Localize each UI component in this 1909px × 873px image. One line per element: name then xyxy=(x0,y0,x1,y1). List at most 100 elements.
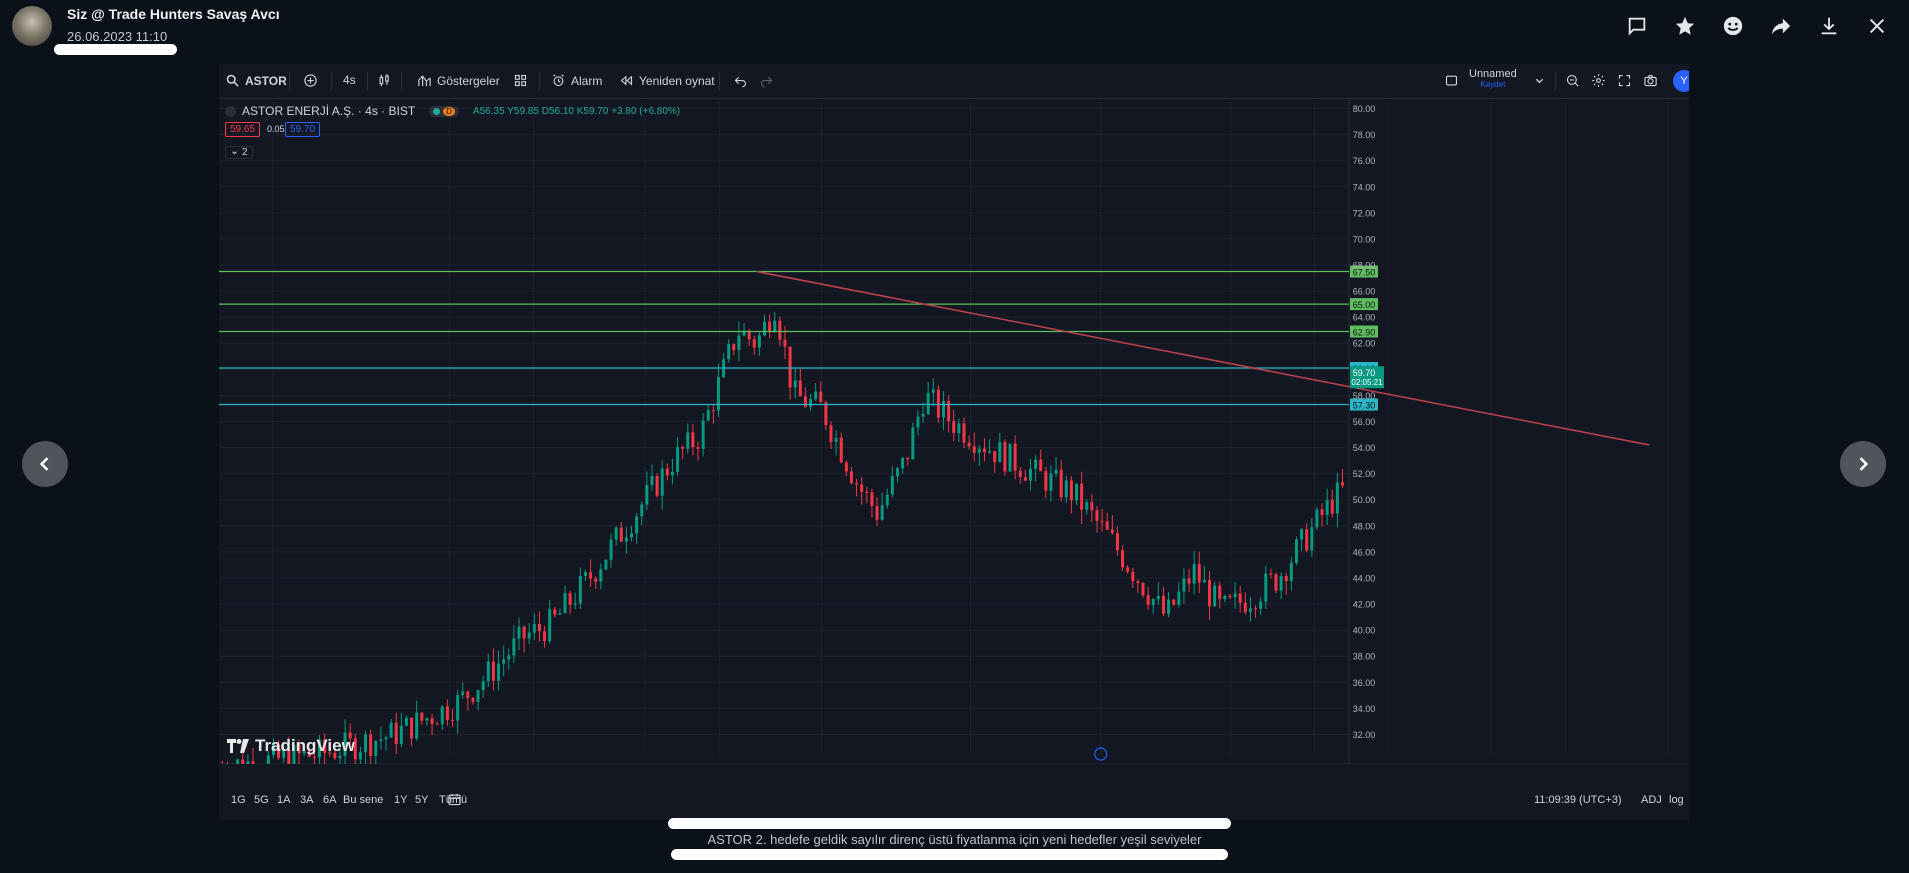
candle-body xyxy=(865,491,869,493)
candle-body xyxy=(583,572,587,577)
candle-body xyxy=(348,732,352,739)
y-tick-label: 34.00 xyxy=(1353,704,1376,714)
replay-button[interactable]: Yeniden oynat xyxy=(619,73,715,88)
candle-body xyxy=(481,681,485,691)
redo-button[interactable] xyxy=(759,73,774,88)
candle-body xyxy=(445,706,449,720)
grid-icon xyxy=(514,74,527,87)
candle-body xyxy=(435,723,439,725)
avatar[interactable] xyxy=(12,6,52,46)
candle-body xyxy=(1034,459,1038,469)
calendar-icon xyxy=(448,793,461,806)
candle-body xyxy=(819,391,823,403)
y-tick-label: 52.00 xyxy=(1353,469,1376,479)
candle-body xyxy=(384,737,388,740)
candle-body xyxy=(1100,520,1104,522)
star-icon[interactable] xyxy=(1671,12,1699,40)
timeframe-button[interactable]: 5G xyxy=(254,794,269,806)
candle-body xyxy=(394,722,398,745)
adj-toggle[interactable]: ADJ xyxy=(1641,794,1662,806)
y-tick-label: 54.00 xyxy=(1353,443,1376,453)
timeframe-button[interactable]: 1G xyxy=(231,794,246,806)
timeframe-button[interactable]: 1A xyxy=(277,794,291,806)
undo-icon xyxy=(734,76,746,88)
candle-body xyxy=(624,537,628,542)
square-icon xyxy=(1445,75,1458,86)
price-chart[interactable]: 67.5065.0062.9060.1057.3080.0078.0076.00… xyxy=(219,64,1689,764)
candle-body xyxy=(962,423,966,443)
candle-body xyxy=(537,624,541,632)
indicator-toggle[interactable]: 2 xyxy=(225,146,253,159)
reply-icon[interactable] xyxy=(1623,12,1651,40)
timeframe-button[interactable]: 1Y xyxy=(394,794,408,806)
indicators-button[interactable]: Göstergeler xyxy=(417,73,500,88)
timeframe-button[interactable]: 6A xyxy=(323,794,337,806)
candle-body xyxy=(655,475,659,496)
candle-body xyxy=(1187,578,1191,584)
fullscreen-button[interactable] xyxy=(1617,73,1632,88)
date-range-button[interactable] xyxy=(447,792,462,810)
candle-body xyxy=(568,593,572,605)
save-link[interactable]: Kaydet xyxy=(1480,80,1506,89)
bid-price[interactable]: 59.65 xyxy=(225,122,261,137)
interval-button[interactable]: 4s xyxy=(343,73,356,87)
templates-button[interactable] xyxy=(513,73,528,88)
layout-dropdown[interactable] xyxy=(1532,73,1547,88)
candle-body xyxy=(1223,595,1227,600)
user-menu-button[interactable]: Y xyxy=(1673,70,1689,92)
candle-body xyxy=(430,718,434,724)
close-icon[interactable] xyxy=(1863,12,1891,40)
chart-type-button[interactable] xyxy=(377,73,392,88)
candle-body xyxy=(763,321,767,336)
undo-button[interactable] xyxy=(733,73,748,88)
candle-body xyxy=(727,344,731,360)
candle-body xyxy=(1208,579,1212,607)
emoji-icon[interactable] xyxy=(1719,12,1747,40)
level-price-tag xyxy=(1350,325,1378,338)
timeframe-button[interactable]: 3A xyxy=(300,794,314,806)
candle-body xyxy=(1121,550,1125,568)
candle-body xyxy=(307,751,311,757)
ask-price[interactable]: 59.70 xyxy=(285,122,321,137)
replay-label: Yeniden oynat xyxy=(639,73,715,88)
candle-body xyxy=(1274,574,1278,591)
quick-search-button[interactable] xyxy=(1565,73,1580,88)
download-icon[interactable] xyxy=(1815,12,1843,40)
y-tick-label: 48.00 xyxy=(1353,521,1376,531)
candle-body xyxy=(1131,571,1135,582)
forward-icon[interactable] xyxy=(1767,12,1795,40)
candle-body xyxy=(895,468,899,477)
candle-body xyxy=(824,402,828,426)
candle-body xyxy=(450,719,454,721)
ohlc-values: A56.35 Y59.85 D56.10 K59.70 +3.80 (+6.80… xyxy=(472,105,681,117)
fullscreen-icon xyxy=(1618,74,1631,87)
timeframe-button[interactable]: Bu sene xyxy=(343,794,384,806)
timeframe-button[interactable]: 5Y xyxy=(415,794,429,806)
compare-button[interactable] xyxy=(303,73,318,88)
select-layout-checkbox[interactable] xyxy=(1444,73,1459,88)
y-tick-label: 32.00 xyxy=(1353,730,1376,740)
candle-body xyxy=(1028,468,1032,481)
snapshot-button[interactable] xyxy=(1643,73,1658,88)
y-tick-label: 74.00 xyxy=(1353,182,1376,192)
symbol-search[interactable]: ASTOR xyxy=(225,73,287,88)
candle-body xyxy=(236,759,240,764)
alarm-button[interactable]: Alarm xyxy=(551,73,602,88)
candle-body xyxy=(630,533,634,538)
candle-body xyxy=(1300,529,1304,540)
log-toggle[interactable]: log xyxy=(1669,794,1684,806)
trend-line[interactable] xyxy=(756,270,1650,446)
candle-body xyxy=(1254,608,1258,610)
previous-image-button[interactable] xyxy=(22,441,68,487)
dividend-marker[interactable] xyxy=(1094,747,1108,761)
candle-body xyxy=(277,744,281,758)
next-image-button[interactable] xyxy=(1840,441,1886,487)
chart-clock[interactable]: 11:09:39 (UTC+3) xyxy=(1534,794,1622,806)
settings-button[interactable] xyxy=(1591,73,1606,88)
candle-body xyxy=(860,484,864,492)
candle-body xyxy=(420,712,424,721)
layout-menu[interactable]: Unnamed Kaydet xyxy=(1469,68,1517,89)
candle-body xyxy=(737,335,741,350)
candle-body xyxy=(323,739,327,753)
candle-body xyxy=(338,755,342,759)
